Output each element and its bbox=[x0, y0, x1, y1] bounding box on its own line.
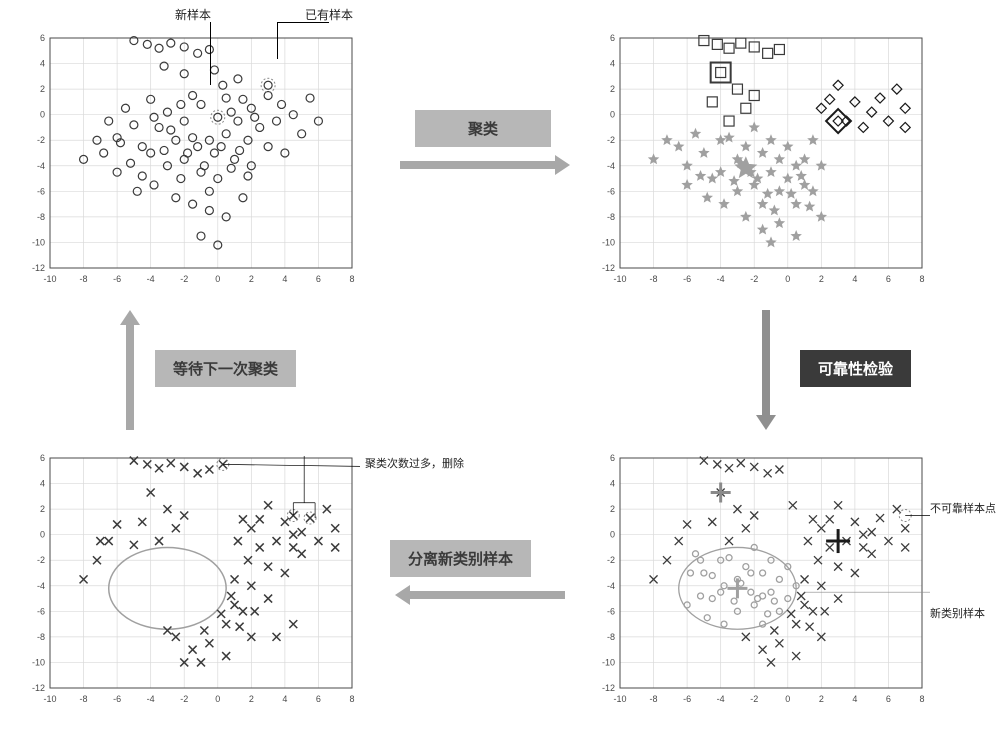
svg-text:8: 8 bbox=[349, 694, 354, 704]
svg-text:-12: -12 bbox=[32, 263, 45, 273]
svg-text:2: 2 bbox=[40, 84, 45, 94]
svg-text:4: 4 bbox=[852, 274, 857, 284]
svg-text:-8: -8 bbox=[650, 694, 658, 704]
svg-text:-2: -2 bbox=[37, 555, 45, 565]
svg-text:-8: -8 bbox=[607, 212, 615, 222]
label-wait: 等待下一次聚类 bbox=[155, 350, 296, 387]
svg-text:4: 4 bbox=[40, 59, 45, 69]
svg-text:-2: -2 bbox=[607, 135, 615, 145]
svg-text:-6: -6 bbox=[607, 606, 615, 616]
svg-text:-10: -10 bbox=[613, 694, 626, 704]
svg-text:2: 2 bbox=[249, 694, 254, 704]
svg-text:-2: -2 bbox=[180, 694, 188, 704]
svg-text:-10: -10 bbox=[602, 657, 615, 667]
annot-remove: 聚类次数过多，删除 bbox=[365, 455, 464, 471]
svg-text:0: 0 bbox=[215, 274, 220, 284]
svg-text:8: 8 bbox=[919, 694, 924, 704]
chart-bottom-right: -10-8-6-4-202468-12-10-8-6-4-20246 bbox=[590, 450, 930, 710]
annot-new-sample: 新样本 bbox=[175, 6, 211, 23]
svg-text:8: 8 bbox=[919, 274, 924, 284]
svg-text:0: 0 bbox=[785, 274, 790, 284]
svg-text:4: 4 bbox=[40, 479, 45, 489]
annot-existing-sample: 已有样本 bbox=[305, 6, 353, 23]
svg-text:-2: -2 bbox=[607, 555, 615, 565]
svg-text:-10: -10 bbox=[43, 274, 56, 284]
svg-text:-10: -10 bbox=[43, 694, 56, 704]
svg-text:-6: -6 bbox=[37, 606, 45, 616]
svg-text:-12: -12 bbox=[602, 263, 615, 273]
svg-text:2: 2 bbox=[610, 504, 615, 514]
label-reliability: 可靠性检验 bbox=[800, 350, 911, 387]
svg-text:-8: -8 bbox=[650, 274, 658, 284]
svg-text:6: 6 bbox=[610, 453, 615, 463]
svg-text:-4: -4 bbox=[607, 161, 615, 171]
svg-text:-2: -2 bbox=[750, 274, 758, 284]
svg-text:-6: -6 bbox=[607, 186, 615, 196]
chart-bottom-left: -10-8-6-4-202468-12-10-8-6-4-20246 bbox=[20, 450, 360, 710]
svg-text:2: 2 bbox=[249, 274, 254, 284]
svg-text:6: 6 bbox=[316, 694, 321, 704]
arrow-reliability bbox=[756, 310, 776, 430]
svg-text:4: 4 bbox=[852, 694, 857, 704]
svg-text:-2: -2 bbox=[37, 135, 45, 145]
svg-text:0: 0 bbox=[610, 530, 615, 540]
svg-text:-6: -6 bbox=[37, 186, 45, 196]
svg-text:2: 2 bbox=[819, 694, 824, 704]
svg-text:6: 6 bbox=[886, 274, 891, 284]
svg-text:-4: -4 bbox=[37, 581, 45, 591]
svg-text:-8: -8 bbox=[80, 694, 88, 704]
chart-top-left: -10-8-6-4-202468-12-10-8-6-4-20246 bbox=[20, 30, 360, 290]
svg-text:-10: -10 bbox=[32, 657, 45, 667]
svg-text:0: 0 bbox=[610, 110, 615, 120]
arrow-clustering bbox=[400, 155, 570, 175]
svg-text:8: 8 bbox=[349, 274, 354, 284]
label-clustering: 聚类 bbox=[415, 110, 551, 147]
svg-text:-12: -12 bbox=[602, 683, 615, 693]
svg-text:-6: -6 bbox=[683, 694, 691, 704]
svg-text:-4: -4 bbox=[607, 581, 615, 591]
svg-text:4: 4 bbox=[282, 274, 287, 284]
svg-text:-2: -2 bbox=[750, 694, 758, 704]
svg-text:-6: -6 bbox=[113, 274, 121, 284]
svg-text:0: 0 bbox=[785, 694, 790, 704]
svg-text:-4: -4 bbox=[147, 694, 155, 704]
svg-text:4: 4 bbox=[282, 694, 287, 704]
svg-text:6: 6 bbox=[610, 33, 615, 43]
svg-text:-10: -10 bbox=[32, 237, 45, 247]
svg-text:-10: -10 bbox=[613, 274, 626, 284]
svg-text:-8: -8 bbox=[80, 274, 88, 284]
svg-text:6: 6 bbox=[316, 274, 321, 284]
label-separate: 分离新类别样本 bbox=[390, 540, 531, 577]
svg-text:-8: -8 bbox=[37, 632, 45, 642]
svg-text:0: 0 bbox=[40, 530, 45, 540]
svg-text:-2: -2 bbox=[180, 274, 188, 284]
chart-top-right: -10-8-6-4-202468-12-10-8-6-4-20246 bbox=[590, 30, 930, 290]
svg-text:2: 2 bbox=[610, 84, 615, 94]
svg-text:-6: -6 bbox=[113, 694, 121, 704]
arrow-separate bbox=[395, 585, 565, 605]
svg-text:-12: -12 bbox=[32, 683, 45, 693]
svg-text:4: 4 bbox=[610, 479, 615, 489]
svg-text:-8: -8 bbox=[37, 212, 45, 222]
annot-unreliable: 不可靠样本点 bbox=[930, 500, 996, 516]
svg-text:-4: -4 bbox=[717, 274, 725, 284]
svg-text:6: 6 bbox=[40, 453, 45, 463]
svg-text:-10: -10 bbox=[602, 237, 615, 247]
arrow-wait bbox=[120, 310, 140, 430]
svg-text:4: 4 bbox=[610, 59, 615, 69]
annot-new-class: 新类别样本 bbox=[930, 605, 985, 621]
svg-text:-4: -4 bbox=[37, 161, 45, 171]
svg-text:0: 0 bbox=[40, 110, 45, 120]
svg-text:-8: -8 bbox=[607, 632, 615, 642]
svg-text:-6: -6 bbox=[683, 274, 691, 284]
svg-text:6: 6 bbox=[40, 33, 45, 43]
svg-text:0: 0 bbox=[215, 694, 220, 704]
svg-text:2: 2 bbox=[40, 504, 45, 514]
svg-text:-4: -4 bbox=[717, 694, 725, 704]
svg-text:2: 2 bbox=[819, 274, 824, 284]
svg-text:6: 6 bbox=[886, 694, 891, 704]
svg-text:-4: -4 bbox=[147, 274, 155, 284]
